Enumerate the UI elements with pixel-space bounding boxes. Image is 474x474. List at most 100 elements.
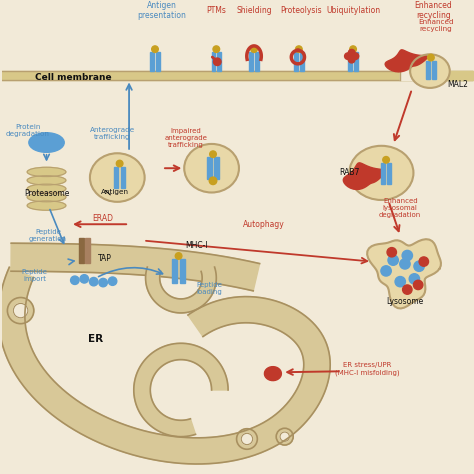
Circle shape bbox=[413, 280, 423, 290]
Bar bbox=[121, 167, 125, 188]
Circle shape bbox=[280, 432, 289, 441]
Bar bbox=[211, 53, 215, 71]
Text: MHC-I: MHC-I bbox=[186, 241, 208, 250]
Text: TAP: TAP bbox=[99, 254, 112, 263]
Circle shape bbox=[381, 266, 391, 276]
Polygon shape bbox=[385, 50, 428, 72]
Text: Peptide
generation: Peptide generation bbox=[29, 229, 67, 242]
Polygon shape bbox=[0, 267, 330, 464]
Text: Enhanced
recycling: Enhanced recycling bbox=[418, 19, 454, 32]
Circle shape bbox=[348, 49, 355, 56]
Bar bbox=[255, 53, 259, 71]
Text: Antigen: Antigen bbox=[101, 189, 129, 194]
Polygon shape bbox=[264, 366, 282, 381]
Circle shape bbox=[213, 58, 221, 65]
Circle shape bbox=[414, 261, 424, 272]
Bar bbox=[214, 157, 219, 179]
Polygon shape bbox=[367, 239, 441, 309]
Bar bbox=[387, 163, 391, 183]
Text: Ubiquitylation: Ubiquitylation bbox=[326, 6, 380, 15]
Polygon shape bbox=[343, 163, 384, 190]
Circle shape bbox=[402, 250, 412, 261]
Text: Protein
degradation: Protein degradation bbox=[6, 124, 50, 137]
Ellipse shape bbox=[410, 55, 450, 88]
Text: Enhanced
lysosomal
degradation: Enhanced lysosomal degradation bbox=[379, 198, 421, 218]
Circle shape bbox=[13, 303, 28, 318]
Circle shape bbox=[419, 257, 428, 266]
Bar bbox=[79, 238, 84, 263]
Circle shape bbox=[71, 276, 79, 284]
Ellipse shape bbox=[27, 201, 66, 210]
Bar bbox=[207, 157, 212, 179]
Circle shape bbox=[210, 151, 216, 157]
Circle shape bbox=[388, 255, 398, 265]
Circle shape bbox=[116, 160, 123, 167]
Polygon shape bbox=[11, 243, 260, 291]
Ellipse shape bbox=[349, 146, 413, 200]
Ellipse shape bbox=[27, 176, 66, 185]
Bar bbox=[354, 53, 358, 71]
Circle shape bbox=[175, 253, 182, 259]
Circle shape bbox=[395, 276, 405, 287]
Bar bbox=[432, 61, 436, 79]
Circle shape bbox=[8, 298, 34, 324]
Text: ERAD: ERAD bbox=[92, 214, 114, 223]
Bar bbox=[348, 53, 352, 71]
Circle shape bbox=[345, 53, 351, 59]
Ellipse shape bbox=[27, 184, 66, 193]
Text: Cell membrane: Cell membrane bbox=[35, 73, 111, 82]
Text: MAL2: MAL2 bbox=[447, 80, 468, 89]
Circle shape bbox=[241, 433, 253, 445]
Bar bbox=[218, 53, 221, 71]
Circle shape bbox=[213, 46, 219, 53]
Circle shape bbox=[400, 259, 410, 269]
Circle shape bbox=[90, 277, 98, 286]
Circle shape bbox=[80, 274, 89, 283]
Bar bbox=[249, 53, 253, 71]
Circle shape bbox=[295, 46, 302, 53]
Bar bbox=[426, 61, 430, 79]
Ellipse shape bbox=[184, 144, 239, 192]
Circle shape bbox=[402, 285, 412, 294]
Bar bbox=[85, 238, 90, 263]
Text: PTMs: PTMs bbox=[206, 6, 226, 15]
Text: Enhanced
recycling: Enhanced recycling bbox=[414, 1, 452, 20]
Ellipse shape bbox=[90, 153, 145, 202]
Text: Shielding: Shielding bbox=[236, 6, 272, 15]
Circle shape bbox=[428, 55, 434, 61]
Circle shape bbox=[348, 56, 355, 63]
Text: Peptide
loading: Peptide loading bbox=[196, 282, 222, 295]
Ellipse shape bbox=[27, 192, 66, 202]
Polygon shape bbox=[134, 343, 228, 437]
Circle shape bbox=[251, 46, 257, 53]
Circle shape bbox=[383, 156, 389, 163]
Text: RAB7: RAB7 bbox=[339, 168, 359, 177]
Text: Proteolysis: Proteolysis bbox=[281, 6, 322, 15]
Text: Antigen
presentation: Antigen presentation bbox=[137, 1, 186, 20]
Ellipse shape bbox=[27, 167, 66, 177]
Ellipse shape bbox=[29, 133, 64, 152]
Circle shape bbox=[99, 278, 108, 287]
Bar bbox=[156, 53, 160, 71]
Text: Peptide
import: Peptide import bbox=[21, 269, 47, 282]
Circle shape bbox=[387, 247, 396, 257]
Circle shape bbox=[237, 428, 257, 449]
Text: ER stress/UPR
(MHC-I misfolding): ER stress/UPR (MHC-I misfolding) bbox=[335, 362, 400, 376]
Text: Proteasome: Proteasome bbox=[24, 190, 70, 199]
Text: Autophagy: Autophagy bbox=[243, 220, 284, 229]
Text: Anterograde
trafficking: Anterograde trafficking bbox=[90, 127, 135, 140]
Text: Impaired
anterograde
trafficking: Impaired anterograde trafficking bbox=[164, 128, 207, 148]
Circle shape bbox=[350, 46, 356, 53]
Circle shape bbox=[276, 428, 293, 445]
Circle shape bbox=[352, 53, 359, 59]
Bar bbox=[180, 259, 185, 283]
Text: ER: ER bbox=[89, 334, 104, 344]
Circle shape bbox=[409, 273, 419, 284]
Bar bbox=[150, 53, 154, 71]
Bar bbox=[381, 163, 385, 183]
Bar bbox=[300, 53, 303, 71]
Text: Lysosome: Lysosome bbox=[386, 297, 424, 306]
Bar bbox=[114, 167, 118, 188]
Circle shape bbox=[152, 46, 158, 53]
Circle shape bbox=[109, 277, 117, 285]
